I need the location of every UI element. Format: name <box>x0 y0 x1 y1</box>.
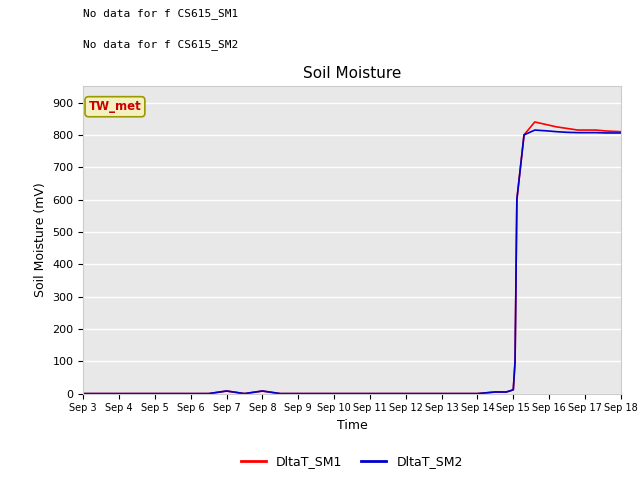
Legend: DltaT_SM1, DltaT_SM2: DltaT_SM1, DltaT_SM2 <box>236 450 468 473</box>
X-axis label: Time: Time <box>337 419 367 432</box>
Text: TW_met: TW_met <box>88 100 141 113</box>
Text: No data for f CS615_SM1: No data for f CS615_SM1 <box>83 8 239 19</box>
Text: No data for f CS615_SM2: No data for f CS615_SM2 <box>83 38 239 49</box>
Title: Soil Moisture: Soil Moisture <box>303 66 401 81</box>
Y-axis label: Soil Moisture (mV): Soil Moisture (mV) <box>34 182 47 298</box>
